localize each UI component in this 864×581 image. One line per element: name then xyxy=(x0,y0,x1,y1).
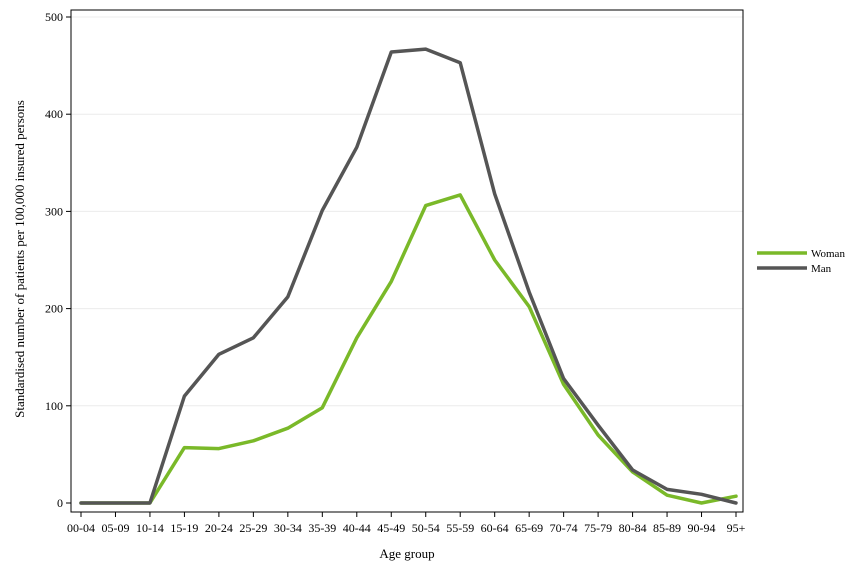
y-axis: 0 100 200 300 400 500 xyxy=(45,10,71,510)
x-tick-label: 60-64 xyxy=(481,521,509,535)
x-tick-label: 75-79 xyxy=(584,521,612,535)
x-tick-label: 30-34 xyxy=(274,521,302,535)
grid-lines xyxy=(71,16,743,407)
x-tick-label: 05-09 xyxy=(101,521,129,535)
x-axis-title: Age group xyxy=(379,546,434,561)
x-tick-label: 25-29 xyxy=(239,521,267,535)
y-tick-label: 400 xyxy=(45,107,63,121)
x-tick-label: 70-74 xyxy=(550,521,578,535)
y-tick-label: 0 xyxy=(57,496,63,510)
x-tick-label: 50-54 xyxy=(412,521,440,535)
series-line-man xyxy=(79,47,738,505)
x-tick-label: 35-39 xyxy=(308,521,336,535)
x-tick-label: 85-89 xyxy=(653,521,681,535)
x-axis: 00-04 05-09 10-14 15-19 20-24 25-29 30-34 35-39… xyxy=(67,512,746,535)
y-tick-label: 500 xyxy=(45,10,63,24)
x-tick-label: 90-94 xyxy=(688,521,716,535)
series-lines xyxy=(79,47,738,505)
legend-label-man: Man xyxy=(811,263,832,275)
y-tick-label: 100 xyxy=(45,399,63,413)
x-tick-label: 55-59 xyxy=(446,521,474,535)
x-tick-label: 00-04 xyxy=(67,521,95,535)
y-axis-title: Standardised number of patients per 100,… xyxy=(12,100,27,418)
x-tick-label: 95+ xyxy=(727,521,746,535)
x-tick-label: 80-84 xyxy=(619,521,647,535)
x-tick-label: 65-69 xyxy=(515,521,543,535)
x-tick-label: 40-44 xyxy=(343,521,371,535)
series-line-woman xyxy=(79,193,738,505)
x-tick-label: 10-14 xyxy=(136,521,164,535)
plot-area-frame xyxy=(70,9,744,513)
legend: Woman Man xyxy=(757,248,845,275)
x-tick-label: 20-24 xyxy=(205,521,233,535)
y-tick-label: 200 xyxy=(45,302,63,316)
x-tick-label: 15-19 xyxy=(170,521,198,535)
legend-label-woman: Woman xyxy=(811,248,845,260)
x-tick-label: 45-49 xyxy=(377,521,405,535)
y-tick-label: 300 xyxy=(45,204,63,218)
